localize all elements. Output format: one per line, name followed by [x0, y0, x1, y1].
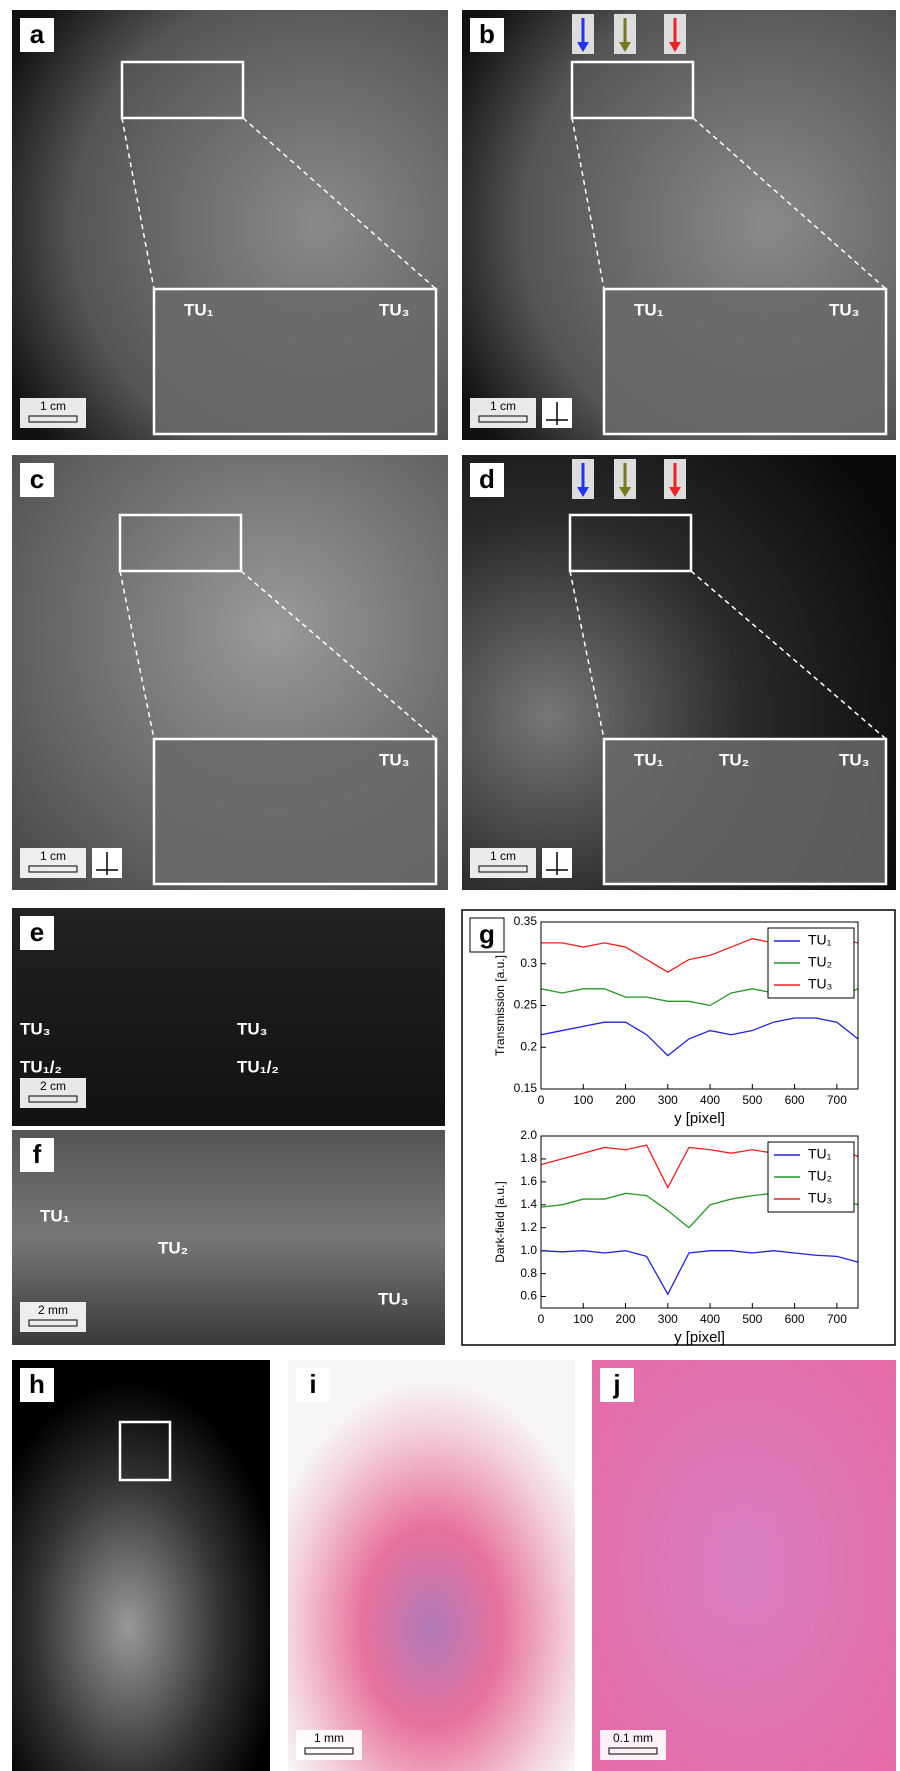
panel-letter: c: [30, 464, 44, 494]
panel-letter: d: [479, 464, 495, 494]
tumor-label: TU₂: [719, 750, 749, 769]
x-tick-label: 700: [827, 1093, 847, 1107]
x-tick-label: 100: [573, 1312, 593, 1326]
y-tick-label: 1.6: [520, 1174, 537, 1188]
y-axis-label: Dark-field [a.u.]: [493, 1181, 507, 1262]
x-tick-label: 300: [658, 1093, 678, 1107]
y-tick-label: 1.0: [520, 1243, 537, 1257]
legend-label: TU₂: [808, 954, 832, 970]
x-axis-label: y [pixel]: [674, 1110, 725, 1127]
x-tick-label: 100: [573, 1093, 593, 1107]
x-tick-label: 600: [785, 1093, 805, 1107]
x-tick-label: 500: [742, 1093, 762, 1107]
scale-label: 2 mm: [38, 1303, 68, 1317]
y-tick-label: 1.2: [520, 1220, 537, 1234]
x-tick-label: 300: [658, 1312, 678, 1326]
x-tick-label: 600: [785, 1312, 805, 1326]
y-tick-label: 0.8: [520, 1266, 537, 1280]
y-tick-label: 0.2: [520, 1039, 537, 1053]
x-tick-label: 400: [700, 1312, 720, 1326]
scale-label: 1 cm: [490, 849, 516, 863]
tumor-label: TU₁/₂: [20, 1057, 62, 1076]
x-tick-label: 700: [827, 1312, 847, 1326]
legend-label: TU₃: [808, 1190, 832, 1206]
tumor-label: TU₃: [379, 300, 410, 319]
panel-letter: h: [29, 1369, 45, 1399]
tumor-label: TU₁: [634, 750, 664, 769]
panel-letter: f: [33, 1139, 42, 1169]
x-tick-label: 0: [538, 1093, 545, 1107]
x-tick-label: 200: [616, 1312, 636, 1326]
y-tick-label: 0.35: [514, 914, 538, 928]
y-tick-label: 2.0: [520, 1128, 537, 1142]
tumor-label: TU₂: [158, 1238, 188, 1257]
y-tick-label: 0.3: [520, 956, 537, 970]
image-panel: [288, 1360, 575, 1771]
scale-label: 1 cm: [490, 399, 516, 413]
figure: TU₁ TU₃ a 1 cm TU₁ TU₃ b 1 cm TU₃ c 1 cm TU₁ TU₂ TU₃ d…: [0, 0, 900, 1771]
tumor-label: TU₃: [237, 1019, 268, 1038]
x-tick-label: 200: [616, 1093, 636, 1107]
scale-label: 1 cm: [40, 849, 66, 863]
legend-label: TU₁: [808, 932, 832, 948]
legend-label: TU₁: [808, 1146, 832, 1162]
y-tick-label: 0.6: [520, 1289, 537, 1303]
x-tick-label: 500: [742, 1312, 762, 1326]
legend-label: TU₂: [808, 1168, 832, 1184]
y-tick-label: 0.15: [514, 1081, 538, 1095]
tumor-label: TU₃: [839, 750, 870, 769]
x-axis-label: y [pixel]: [674, 1329, 725, 1346]
tumor-label: TU₁/₂: [237, 1057, 279, 1076]
legend-label: TU₃: [808, 976, 832, 992]
panel-letter: g: [479, 919, 495, 949]
panel-letter: j: [612, 1369, 620, 1399]
y-tick-label: 1.8: [520, 1151, 537, 1165]
scale-label: 1 mm: [314, 1731, 344, 1745]
image-panel: [592, 1360, 896, 1771]
scale-label: 2 cm: [40, 1079, 66, 1093]
panel-letter: i: [309, 1369, 316, 1399]
tumor-label: TU₃: [20, 1019, 51, 1038]
scale-label: 1 cm: [40, 399, 66, 413]
tumor-label: TU₃: [829, 300, 860, 319]
x-tick-label: 400: [700, 1093, 720, 1107]
panel-letter: e: [30, 917, 44, 947]
scale-label: 0.1 mm: [613, 1731, 653, 1745]
tumor-label: TU₁: [634, 300, 664, 319]
tumor-label: TU₃: [379, 750, 410, 769]
y-tick-label: 0.25: [514, 998, 538, 1012]
y-axis-label: Transmission [a.u.]: [493, 955, 507, 1056]
x-tick-label: 0: [538, 1312, 545, 1326]
tumor-label: TU₃: [378, 1289, 409, 1308]
tumor-label: TU₁: [40, 1206, 70, 1225]
y-tick-label: 1.4: [520, 1197, 537, 1211]
panel-letter: a: [30, 19, 45, 49]
tumor-label: TU₁: [184, 300, 214, 319]
panel-letter: b: [479, 19, 495, 49]
